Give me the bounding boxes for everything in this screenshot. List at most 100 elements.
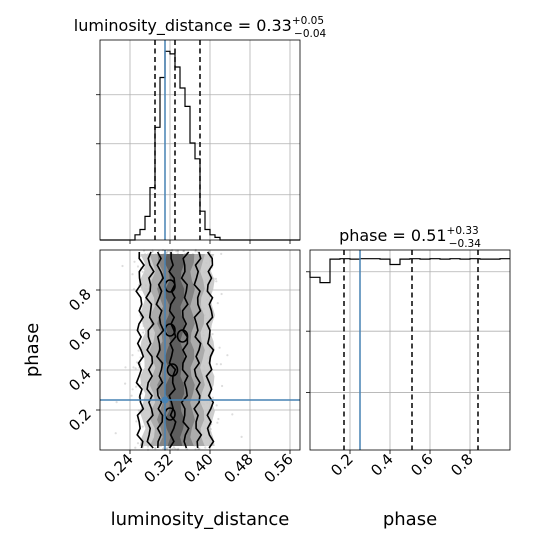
scatter-point [182,249,185,253]
contour-line [135,251,145,449]
scatter-point [165,252,168,255]
truth-marker [161,396,169,404]
scatter-point [137,349,140,352]
x-tick-label: 0.2 [327,450,357,480]
axes-frame [99,39,301,241]
scatter-point [165,447,169,450]
scatter-point [132,288,136,291]
scatter-point [215,280,218,283]
scatter-point [219,363,222,366]
scatter-point [142,331,145,334]
scatter-point [177,447,180,450]
scatter-point [220,252,223,255]
x-tick-label: 0.6 [407,450,437,480]
luminosity-distance-title: luminosity_distance = 0.33+0.05 −0.04 [74,15,327,40]
x-tick-label: 0.4 [367,450,397,480]
scatter-point [162,447,165,450]
x-tick-label: 0.56 [260,450,296,486]
contour-island [176,329,189,343]
scatter-point [214,277,217,280]
scatter-point [136,442,140,445]
scatter-point [175,250,178,253]
y-axis-label-phase: phase [22,323,43,377]
scatter-point [216,421,219,424]
scatter-point [217,417,220,421]
scatter-point [132,366,135,369]
scatter-point [240,435,243,438]
scatter-point [218,346,221,349]
x-tick-label: 0.32 [140,450,176,486]
scatter-point [130,394,133,397]
scatter-point [141,270,144,273]
contour-line [193,251,203,449]
y-tick-label: 0.8 [65,285,95,315]
x-tick-label: 0.40 [180,450,216,486]
x-axis-label-phase: phase [383,509,437,530]
scatter-point [198,447,201,450]
axes-frame [99,249,301,451]
y-tick-label: 0.6 [65,325,95,355]
x-tick-label: 0.24 [100,450,136,486]
scatter-point [166,250,170,253]
scatter-point [131,354,134,357]
scatter-point [173,447,176,450]
scatter-point [124,382,127,385]
scatter-point [137,409,140,412]
scatter-point [197,447,200,450]
scatter-point [124,366,127,369]
scatter-point [167,446,170,449]
axes-frame [309,249,511,451]
phase-title: phase = 0.51+0.33 −0.34 [339,225,481,250]
axis-labels: luminosity_distance phase phase [22,323,437,530]
scatter-point [115,401,118,404]
scatter-point [165,251,168,254]
x-tick-label: 0.48 [220,450,256,486]
scatter-point [211,333,214,336]
scatter-point [114,432,117,435]
scatter-point [134,446,137,449]
scatter-point [215,363,218,366]
contour-island [166,363,179,377]
scatter-point [182,249,186,253]
contour-line [180,251,190,449]
scatter-point [165,447,168,450]
scatter-point [131,273,134,276]
scatter-point [220,292,223,296]
histogram-step-line [309,258,510,284]
scatter-point [176,250,180,253]
scatter-point [216,302,219,305]
scatter-point [134,367,137,370]
scatter-point [231,413,234,416]
scatter-point [154,446,157,449]
scatter-point [221,384,224,388]
scatter-point [172,446,175,449]
scatter-point [226,354,229,357]
scatter-point [151,250,154,253]
scatter-point [136,265,140,268]
scatter-point [204,446,207,449]
scatter-point [135,420,138,423]
y-tick-label: 0.4 [65,365,95,395]
scatter-point [131,388,134,391]
luminosity-distance-histogram-panel: luminosity_distance = 0.33+0.05 −0.04 [74,15,327,244]
scatter-point [135,361,139,364]
scatter-point [135,385,138,388]
luminosity-distance-phase-scatter-panel: 0.24 0.32 0.40 0.48 0.56 0.2 0.4 0.6 0.8 [65,248,301,486]
x-tick-label: 0.8 [447,450,477,480]
phase-histogram-panel: 0.2 0.4 0.6 0.8 phase = 0.51+0.33 −0.34 [306,225,511,480]
scatter-point [121,264,124,268]
scatter-point [171,447,174,451]
contour-line [155,251,165,449]
y-tick-label: 0.2 [65,405,95,435]
scatter-point [215,404,218,407]
scatter-point [141,425,144,428]
scatter-point [133,260,136,263]
scatter-point [139,356,142,359]
contour-line [205,251,215,449]
scatter-point [146,445,150,448]
x-axis-label-luminosity-distance: luminosity_distance [111,509,290,530]
contour-line [145,251,155,449]
scatter-point [211,396,214,399]
scatter-point [194,250,197,253]
